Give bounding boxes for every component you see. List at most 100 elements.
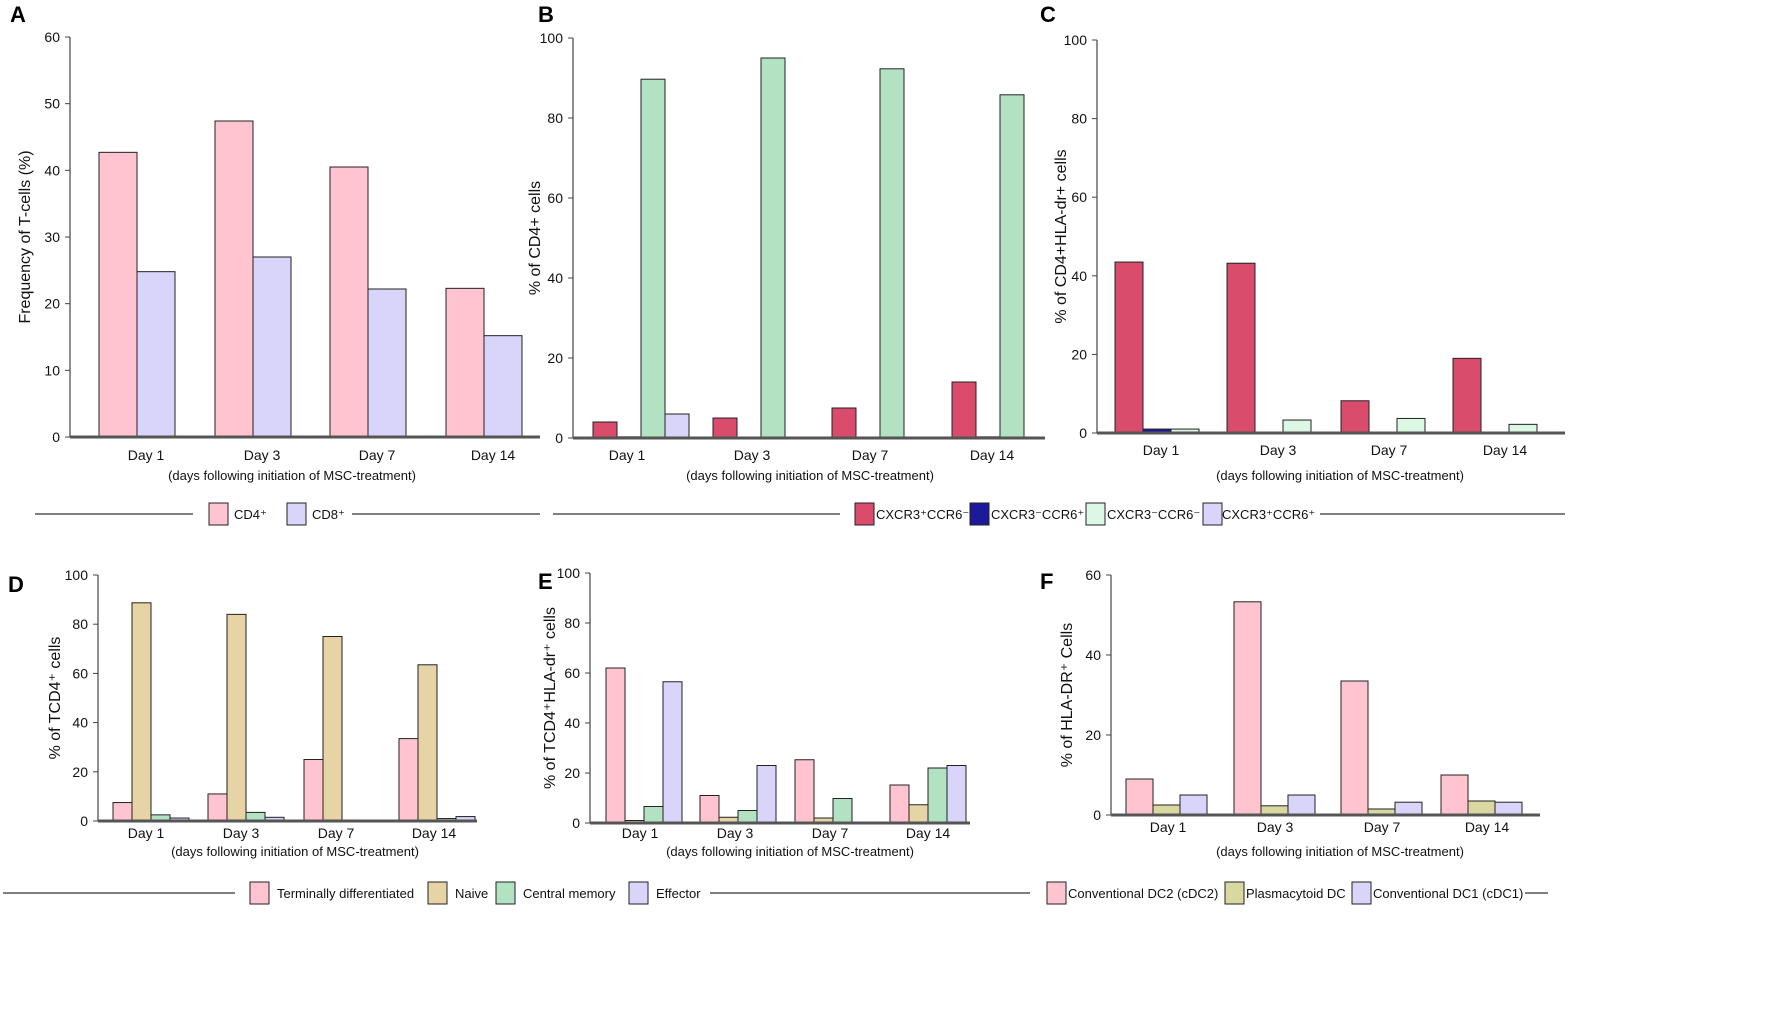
y-axis-label: % of TCD4⁺ cells: [47, 637, 64, 760]
panel-letter: B: [538, 2, 554, 27]
y-tick-label: 80: [564, 615, 580, 631]
bar-b-s0-0: [592, 421, 618, 439]
legend-label: Plasmacytoid DC: [1246, 886, 1346, 901]
panel-letter: A: [10, 2, 26, 27]
y-tick-label: 40: [547, 270, 563, 286]
bar-f-s1-3: [1467, 800, 1496, 816]
x-axis-label: (days following initiation of MSC-treatm…: [1216, 844, 1464, 859]
y-tick-label: 40: [72, 715, 88, 731]
panel-d: D 0 20 40 60 80 100 Day 1 Day 3 Day 7 Day 14 (days …: [8, 567, 477, 859]
x-tick-label: Day 14: [1465, 819, 1510, 835]
x-tick-label: Day 1: [128, 825, 165, 841]
legend-3: Conventional DC2 (cDC2) Plasmacytoid DC Co…: [710, 881, 1548, 905]
panel-f: F 0 20 40 60 Day 1 Day 3 Day 7 Day 14(days follo…: [1040, 567, 1540, 859]
legend-2: Terminally differentiated Naive Central me…: [3, 881, 701, 905]
y-tick-label: 20: [564, 765, 580, 781]
bar-a-s1-1: [252, 256, 292, 438]
bar-a-s1-2: [367, 288, 407, 438]
legend-label: Conventional DC2 (cDC2): [1068, 886, 1218, 901]
bar-e-s3-1: [756, 765, 777, 824]
x-axis-label: (days following initiation of MSC-treatm…: [666, 844, 914, 859]
x-tick-label: Day 7: [852, 447, 889, 463]
y-tick-label: 60: [72, 665, 88, 681]
bar-d-s0-3: [398, 738, 419, 822]
x-tick-label: Day 7: [1371, 442, 1408, 458]
panel-letter: C: [1040, 2, 1056, 27]
legend-swatch: [628, 881, 649, 905]
bar-b-s2-2: [879, 68, 905, 439]
bar-e-s2-0: [643, 806, 664, 824]
bar-f-s2-2: [1394, 801, 1423, 816]
legend-swatch: [854, 502, 875, 526]
y-tick-label: 50: [44, 96, 60, 112]
x-tick-label: Day 14: [1483, 442, 1528, 458]
x-tick-label: Day 3: [223, 825, 260, 841]
bar-a-s0-0: [98, 151, 138, 438]
y-tick-label: 100: [540, 30, 564, 46]
y-axis-label: Frequency of T-cells (%): [17, 150, 34, 323]
bar-d-s0-1: [207, 793, 228, 822]
bar-e-s0-3: [889, 784, 910, 824]
y-tick-label: 60: [1071, 189, 1087, 205]
legend-0: CD4⁺ CD8⁺: [35, 502, 540, 526]
panel-e: E 0 20 40 60 80 100 Day 1 Day 3 Day 7 Day 14 (days …: [538, 565, 970, 859]
y-tick-label: 80: [1071, 111, 1087, 127]
bar-a-s1-0: [136, 271, 176, 438]
legend-swatch: [286, 502, 307, 526]
bar-a-s0-3: [445, 287, 485, 438]
bar-e-s3-3: [946, 765, 967, 824]
bar-a-s0-2: [329, 166, 369, 438]
panel-b: B 0 20 40 60 80 100 Day 1 Day 3 Day 7 Day 14 (days …: [527, 2, 1045, 483]
bar-b-s0-3: [951, 381, 977, 439]
y-tick-label: 30: [44, 229, 60, 245]
bar-e-s2-3: [927, 767, 948, 824]
x-tick-label: Day 7: [812, 825, 849, 841]
bar-d-s1-2: [322, 636, 343, 822]
legend-swatch: [1202, 502, 1223, 526]
legend-swatch: [969, 502, 990, 526]
y-tick-label: 20: [1085, 727, 1101, 743]
y-tick-label: 0: [555, 430, 563, 446]
bar-f-s0-3: [1440, 774, 1469, 816]
bar-d-s0-0: [112, 802, 133, 822]
bar-d-s1-3: [417, 664, 438, 822]
y-tick-label: 60: [44, 29, 60, 45]
y-axis-label: % of CD4+HLA-dr+ cells: [1053, 149, 1070, 323]
y-tick-label: 20: [72, 764, 88, 780]
bar-f-s2-0: [1179, 794, 1208, 816]
x-axis-label: (days following initiation of MSC-treatm…: [171, 844, 419, 859]
x-tick-label: Day 7: [1364, 819, 1401, 835]
y-tick-label: 100: [65, 567, 89, 583]
bar-c-s0-0: [1114, 261, 1144, 434]
x-tick-label: Day 1: [1150, 819, 1187, 835]
bar-b-s0-1: [712, 417, 738, 439]
x-axis-label: (days following initiation of MSC-treatm…: [686, 468, 934, 483]
legend-label: CXCR3⁺CCR6⁻: [876, 507, 969, 522]
x-tick-label: Day 3: [734, 447, 771, 463]
bar-d-s0-2: [303, 759, 324, 822]
bar-d-s1-1: [226, 613, 247, 822]
y-tick-label: 20: [547, 350, 563, 366]
legend-swatch: [1085, 502, 1106, 526]
legend-label: Naive: [455, 886, 488, 901]
y-tick-label: 100: [1064, 32, 1088, 48]
legend-1: CXCR3⁺CCR6⁻ CXCR3⁻CCR6⁺ CXCR3⁻CCR6⁻ CXCR3⁺C…: [553, 502, 1565, 526]
y-tick-label: 0: [80, 813, 88, 829]
bar-b-s2-3: [999, 94, 1025, 439]
x-tick-label: Day 3: [244, 447, 281, 463]
bar-f-s0-2: [1340, 680, 1369, 816]
x-axis-label: (days following initiation of MSC-treatm…: [168, 468, 416, 483]
panel-c: C 0 20 40 60 80 100 Day 1 Day 3 Day 7 Day 14 (days …: [1040, 2, 1565, 483]
bar-f-s0-0: [1125, 778, 1154, 816]
bar-d-s1-0: [131, 602, 152, 822]
y-tick-label: 40: [1071, 268, 1087, 284]
bar-b-s3-0: [664, 413, 690, 439]
bar-e-s0-2: [794, 759, 815, 824]
bar-a-s1-3: [483, 335, 523, 438]
y-tick-label: 20: [44, 296, 60, 312]
y-tick-label: 0: [572, 815, 580, 831]
x-axis-label: (days following initiation of MSC-treatm…: [1216, 468, 1464, 483]
y-tick-label: 40: [1085, 647, 1101, 663]
legend-label: Conventional DC1 (cDC1): [1373, 886, 1523, 901]
